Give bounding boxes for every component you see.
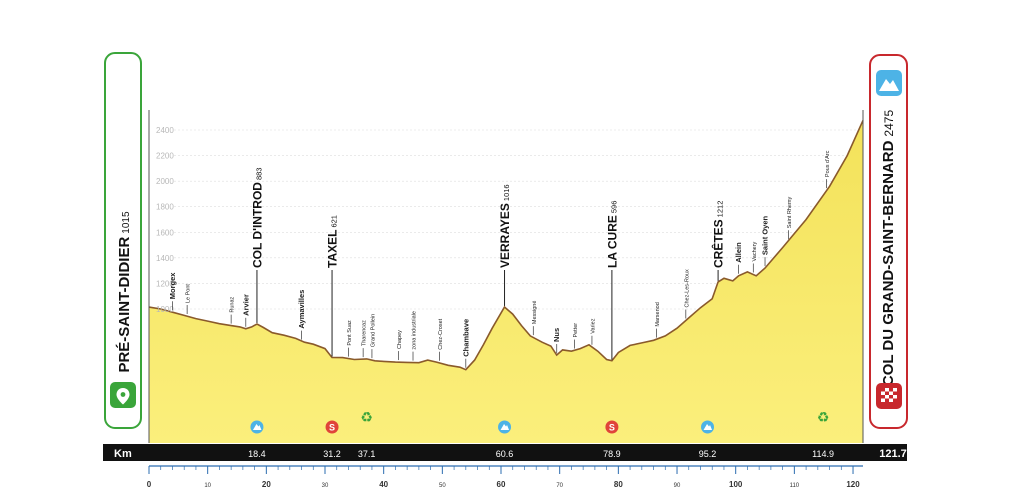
place-label: Allein: [734, 242, 743, 263]
eco-zone-icon: ♻: [360, 409, 373, 425]
place-label: Tharencaz: [362, 320, 368, 346]
start-panel: PRÉ-SAINT-DIDIER1015: [104, 52, 142, 429]
sprint-marker: S: [325, 420, 339, 434]
x-tick-label: 80: [614, 480, 623, 489]
place-label: Morgex: [168, 272, 177, 300]
climb-altitude: 621: [330, 215, 339, 228]
x-tick-label: 10: [204, 483, 211, 489]
place-label: Pont Suaz: [347, 320, 353, 346]
place-label: Nus: [552, 328, 561, 342]
place-label: Vachery: [752, 241, 758, 261]
x-axis-label: Km: [114, 448, 132, 460]
x-tick-label: 90: [674, 483, 681, 489]
climb-label: LA CURE596: [605, 201, 619, 268]
marker-km-labels: 18.4 31.2 37.1 60.6 78.9 95.2 114.9: [248, 449, 834, 459]
sprint-marker-bg: [325, 420, 339, 434]
x-tick-label: 40: [379, 480, 388, 489]
finish-panel: COL DU GRAND-SAINT-BERNARD2475: [869, 54, 908, 429]
place-label: Chez-Croset: [438, 318, 444, 349]
marker-km-label: 114.9: [812, 449, 834, 459]
climb-altitude: 596: [609, 201, 618, 214]
climb-altitude: 883: [254, 168, 263, 181]
place-label: Aymavilles: [297, 290, 306, 329]
x-tick-label: 0: [147, 480, 152, 489]
y-tick-label: 2400: [156, 126, 174, 135]
climb-marker: [498, 420, 512, 434]
places-layer: Morgex Le Pont Runaz Arvier Aymavilles Pont S…: [168, 150, 831, 368]
y-tick-label: 1400: [156, 254, 174, 263]
climb-label: CRÊTES1212: [711, 201, 726, 268]
x-tick-label: 120: [846, 480, 860, 489]
x-tick-label: 60: [497, 480, 506, 489]
place-label: Chapey: [397, 330, 403, 349]
place-label: Marsenod: [655, 302, 661, 326]
x-tick-label: 30: [322, 483, 329, 489]
place-label: Chambave: [461, 319, 470, 357]
place-label: Runaz: [230, 296, 236, 312]
finish-name: COL DU GRAND-SAINT-BERNARD2475: [880, 110, 897, 387]
sprint-marker: S: [605, 420, 619, 434]
y-tick-label: 1800: [156, 203, 174, 212]
markers-layer: S ♻ S ♻: [250, 409, 829, 434]
place-label: Petter: [573, 323, 579, 338]
start-altitude: 1015: [121, 211, 132, 234]
climbs-layer: COL D'INTROD883 TAXEL621 VERRAYES1016 LA CU…: [250, 168, 726, 360]
km-bar: Km 121.7: [103, 444, 907, 461]
sprint-icon: S: [329, 423, 335, 433]
place-label: Saint Rhemy: [787, 197, 793, 229]
climb-altitude: 1212: [716, 201, 725, 218]
y-axis-labels: 1000 1200 1400 1600 1800 2000 2200 2400: [156, 126, 174, 314]
climb-label: TAXEL621: [326, 215, 340, 268]
finish-altitude: 2475: [882, 110, 896, 137]
place-label: Chez-Les-Roux: [684, 269, 690, 307]
place-label: Pous d'Arc: [825, 150, 831, 177]
sprint-icon: S: [609, 423, 615, 433]
place-label: zona industriale: [412, 311, 418, 350]
place-label: Messigné: [532, 301, 538, 325]
place-label: Grand Pollein: [370, 314, 376, 347]
marker-km-label: 18.4: [248, 449, 266, 459]
checkered-flag-icon: [881, 388, 897, 402]
marker-km-label: 37.1: [358, 449, 376, 459]
x-axis: 0 10 20 30 40 50 60 70 80 90 100 110 120: [147, 465, 863, 489]
y-tick-label: 2000: [156, 177, 174, 186]
sprint-marker-bg: [605, 420, 619, 434]
marker-km-label: 60.6: [496, 449, 514, 459]
climb-altitude: 1016: [502, 184, 511, 201]
place-label: Saint Oyen: [761, 215, 770, 255]
y-tick-label: 2200: [156, 152, 174, 161]
place-label: Variez: [590, 318, 596, 333]
profile-layer: [148, 110, 864, 444]
y-tick-label: 1000: [156, 305, 174, 314]
total-distance: 121.7: [879, 448, 907, 460]
x-tick-label: 70: [556, 483, 563, 489]
profile-line: [148, 120, 864, 371]
mountain-icon: [252, 424, 262, 430]
place-label: Le Pont: [186, 284, 192, 303]
climb-label: VERRAYES1016: [498, 184, 512, 268]
marker-km-label: 95.2: [699, 449, 717, 459]
climb-marker: [250, 420, 264, 434]
y-tick-label: 1600: [156, 228, 174, 237]
map-pin-icon: [116, 388, 130, 405]
x-tick-label: 20: [262, 480, 271, 489]
x-tick-label: 110: [790, 483, 800, 489]
mountain-icon: [500, 424, 510, 430]
climb-label: COL D'INTROD883: [250, 168, 264, 268]
feed-marker: ♻: [360, 409, 373, 425]
mountain-icon: [703, 424, 713, 430]
place-label: Arvier: [241, 294, 250, 316]
y-tick-label: 1200: [156, 279, 174, 288]
mountain-icon: [879, 79, 899, 91]
marker-km-label: 78.9: [603, 449, 621, 459]
start-name: PRÉ-SAINT-DIDIER1015: [116, 211, 133, 373]
eco-zone-icon: ♻: [817, 409, 830, 425]
climb-marker: [701, 420, 715, 434]
x-tick-label: 50: [439, 483, 446, 489]
feed-marker: ♻: [817, 409, 830, 425]
marker-km-label: 31.2: [323, 449, 341, 459]
x-tick-label: 100: [729, 480, 743, 489]
profile-area: [149, 120, 863, 444]
